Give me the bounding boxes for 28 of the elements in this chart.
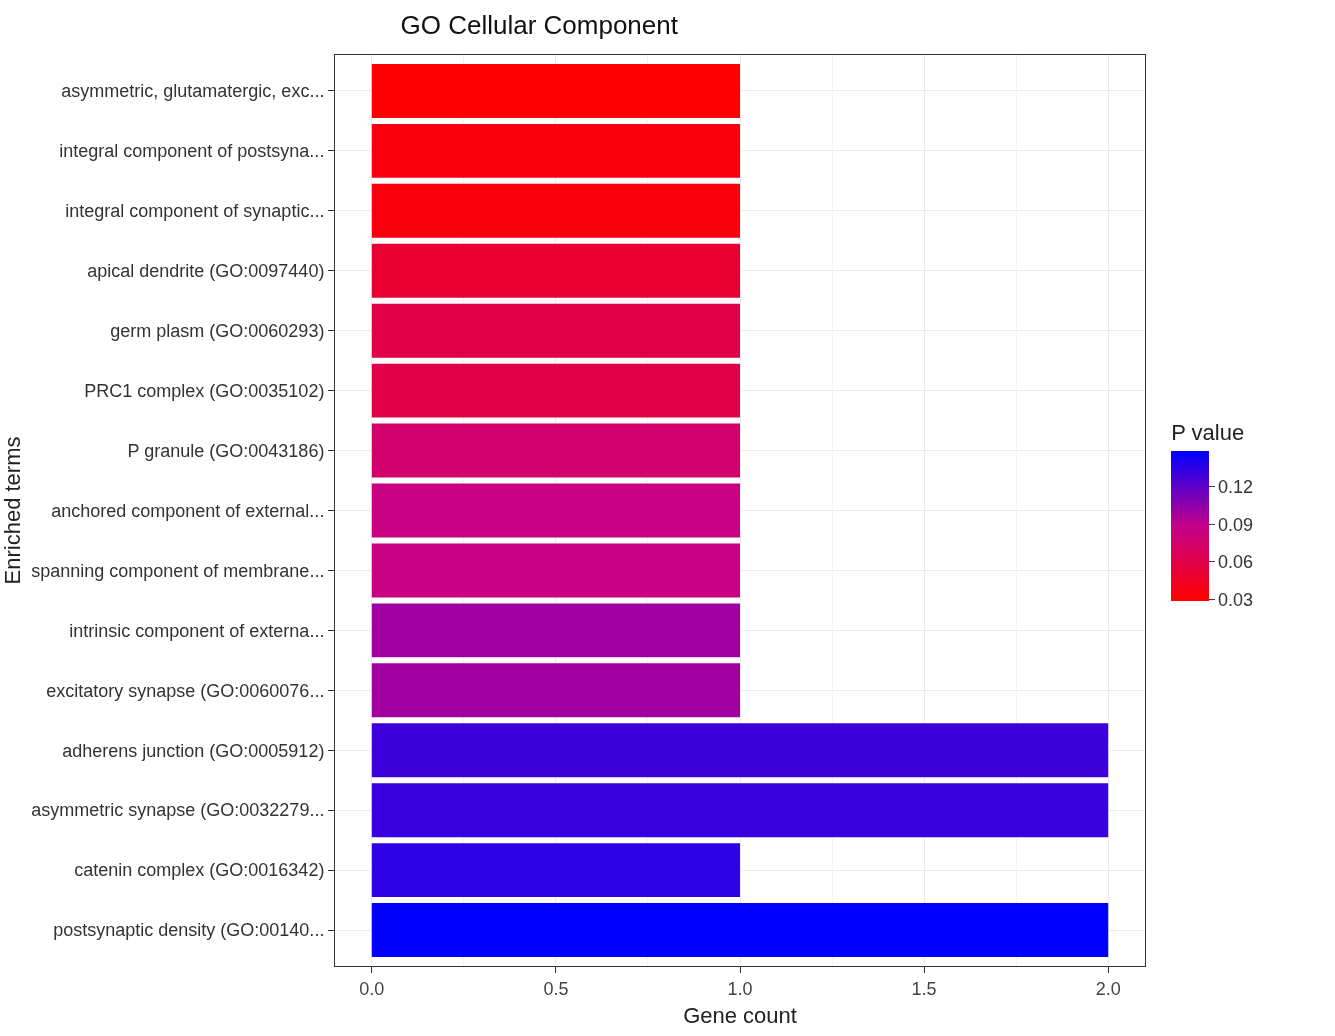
color-bar-label: 0.06 [1218, 552, 1254, 573]
y-tick-label: intrinsic component of externa... [69, 620, 325, 641]
y-tick-label: spanning component of membrane... [31, 560, 325, 581]
color-bar-label: 0.03 [1218, 589, 1254, 610]
color-bar-title: P value [1171, 420, 1245, 445]
y-axis-title: Enriched terms [0, 436, 25, 585]
y-tick-label: asymmetric synapse (GO:0032279... [31, 800, 325, 821]
x-tick-label: 0.5 [543, 978, 569, 999]
y-tick-label: excitatory synapse (GO:0060076... [46, 680, 325, 701]
chart-title: GO Cellular Component [400, 9, 679, 40]
x-axis-title: Gene count [683, 1003, 797, 1029]
y-tick-label: PRC1 complex (GO:0035102) [84, 380, 325, 401]
color-bar-label: 0.09 [1218, 514, 1254, 535]
x-tick-label: 2.0 [1095, 978, 1121, 999]
y-tick-label: integral component of synaptic... [65, 201, 325, 222]
y-tick-label: adherens junction (GO:0005912) [62, 740, 325, 761]
x-tick-label: 0.0 [359, 978, 385, 999]
y-tick-label: anchored component of external... [51, 500, 325, 521]
y-tick-label: asymmetric, glutamatergic, exc... [61, 81, 325, 102]
x-tick-label: 1.5 [911, 978, 937, 999]
y-tick-label: integral component of postsyna... [59, 141, 325, 162]
color-bar-label: 0.12 [1218, 477, 1254, 498]
y-tick-label: germ plasm (GO:0060293) [110, 321, 325, 341]
y-tick-label: P granule (GO:0043186) [127, 440, 325, 461]
y-tick-label: catenin complex (GO:0016342) [74, 860, 325, 881]
y-tick-label: apical dendrite (GO:0097440) [87, 261, 325, 282]
x-tick-label: 1.0 [727, 978, 753, 999]
y-tick-label: postsynaptic density (GO:00140... [53, 920, 325, 941]
